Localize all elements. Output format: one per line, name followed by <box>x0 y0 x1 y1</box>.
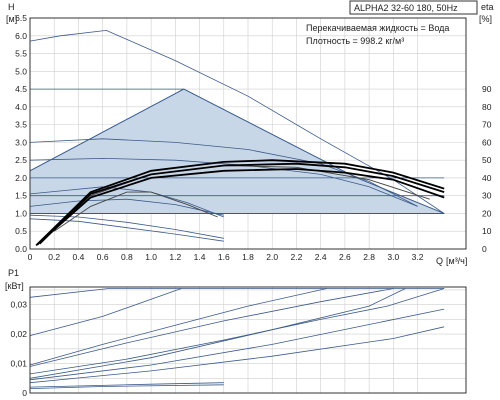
model-box <box>349 0 478 15</box>
x-tick-label: 2.0 <box>266 252 278 262</box>
x-tick-label: 3.0 <box>387 252 399 262</box>
x-tick-label: 0 <box>28 252 33 262</box>
head-curve <box>29 186 224 218</box>
y-tick-label: 0.5 <box>15 226 27 236</box>
y-axis-label: H <box>8 2 15 12</box>
y2-tick-label: 80 <box>482 102 492 112</box>
x-tick-label: 2.6 <box>339 252 351 262</box>
y-tick-label: 4.0 <box>15 102 27 112</box>
power-curve <box>29 288 445 298</box>
x-axis-label: Q <box>436 256 443 266</box>
power-curve <box>29 288 327 366</box>
top-plot-frame <box>29 17 467 250</box>
p1-axis-unit: [кВт] <box>5 281 24 291</box>
head-curve <box>29 214 224 239</box>
x-tick-label: 0.8 <box>121 252 133 262</box>
power-curves <box>29 288 445 389</box>
head-curve <box>29 198 224 216</box>
y-tick-label: 5.5 <box>15 49 27 59</box>
y2-tick-label: 60 <box>482 137 492 147</box>
p1-tick-label: 0 <box>22 388 27 398</box>
y-tick-label: 2.5 <box>15 155 27 165</box>
power-curve <box>29 326 445 384</box>
p1-tick-label: 0,01 <box>10 359 27 369</box>
y2-tick-label: 90 <box>482 84 492 94</box>
y-tick-label: 1.0 <box>15 208 27 218</box>
power-curve <box>29 288 406 379</box>
y-axis-unit: [м] <box>6 14 17 24</box>
power-curve <box>29 288 182 336</box>
efficiency-curve <box>53 191 218 232</box>
x-tick-label: 1.2 <box>169 252 181 262</box>
top-tick-labels: 0 0.2 0.4 0.6 0.8 1.0 1.2 1.4 1.6 1.8 2.0 2.2 2.4 2.6… <box>15 13 492 262</box>
density-label: Плотность = 998.2 кг/м³ <box>306 36 404 46</box>
y-tick-label: 4.5 <box>15 84 27 94</box>
x-tick-label: 1.4 <box>194 252 206 262</box>
y2-tick-label: 30 <box>482 191 492 201</box>
p1-tick-label: 0,02 <box>10 329 27 339</box>
bottom-tick-labels: 0 0,01 0,02 0,03 <box>10 300 27 398</box>
x-tick-label: 0.2 <box>48 252 60 262</box>
x-tick-label: 1.6 <box>218 252 230 262</box>
y-tick-label: 3.0 <box>15 137 27 147</box>
y2-tick-label: 70 <box>482 120 492 130</box>
power-curve <box>29 308 445 381</box>
x-tick-label: 3.2 <box>412 252 424 262</box>
y-tick-label: 0.0 <box>15 244 27 254</box>
head-curve-main <box>35 159 445 247</box>
x-tick-label: 1.8 <box>242 252 254 262</box>
head-curve <box>29 138 418 207</box>
x-tick-label: 0.6 <box>97 252 109 262</box>
y-tick-label: 6.0 <box>15 31 27 41</box>
power-curve <box>29 288 394 367</box>
fluid-label: Перекачиваемая жидкость = Вода <box>306 23 449 33</box>
y2-tick-label: 0 <box>482 244 487 254</box>
y-tick-label: 1.5 <box>15 191 27 201</box>
y-tick-label: 2.0 <box>15 173 27 183</box>
x-tick-label: 2.2 <box>291 252 303 262</box>
power-curve <box>29 384 224 389</box>
y2-tick-label: 50 <box>482 155 492 165</box>
y-tick-label: 5.0 <box>15 66 27 76</box>
head-curve-main <box>39 162 445 245</box>
p1-tick-label: 0,03 <box>10 300 27 310</box>
x-tick-label: 1.0 <box>145 252 157 262</box>
y2-axis-label: eta <box>481 2 494 12</box>
y2-tick-label: 10 <box>482 226 492 236</box>
x-axis-unit: [м³/ч] <box>446 256 467 266</box>
p1-axis-label: P1 <box>8 268 19 278</box>
power-curve <box>29 382 224 388</box>
x-tick-label: 0.4 <box>73 252 85 262</box>
x-tick-label: 2.8 <box>363 252 375 262</box>
bottom-plot-frame <box>29 286 467 394</box>
head-curves <box>29 29 445 247</box>
x-tick-label: 2.4 <box>315 252 327 262</box>
y-tick-label: 6.5 <box>15 13 27 23</box>
model-label: ALPHA2 32-60 180, 50Hz <box>354 3 458 13</box>
y2-tick-label: 20 <box>482 208 492 218</box>
head-curve <box>29 29 445 214</box>
y2-tick-label: 40 <box>482 173 492 183</box>
bottom-grid <box>29 287 466 394</box>
power-curve <box>29 288 445 375</box>
y-tick-label: 3.5 <box>15 120 27 130</box>
head-curve-main <box>36 168 445 246</box>
y2-axis-unit: [%] <box>479 14 492 24</box>
